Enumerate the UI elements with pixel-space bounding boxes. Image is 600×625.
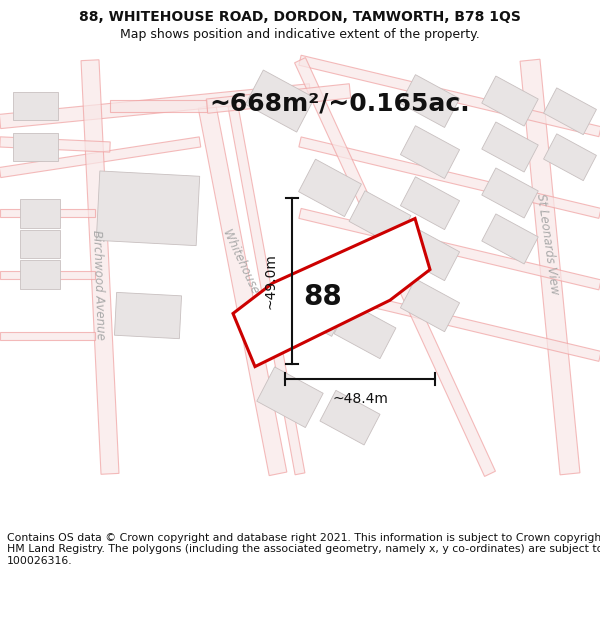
Polygon shape [400,74,460,128]
Polygon shape [198,104,287,476]
Text: Whitehouse Road: Whitehouse Road [220,227,276,326]
Polygon shape [299,208,600,290]
Text: ~49.0m: ~49.0m [263,253,277,309]
Polygon shape [0,332,95,340]
Polygon shape [400,279,460,332]
Polygon shape [257,367,323,428]
Polygon shape [482,76,538,126]
Polygon shape [482,122,538,172]
Polygon shape [13,92,58,121]
Polygon shape [544,88,596,135]
Polygon shape [20,230,60,258]
Text: Birchwood Avenue: Birchwood Avenue [89,230,106,340]
Polygon shape [245,70,314,132]
Polygon shape [400,228,460,281]
Polygon shape [334,303,396,359]
Text: Map shows position and indicative extent of the property.: Map shows position and indicative extent… [120,28,480,41]
Polygon shape [482,168,538,218]
Text: 88, WHITEHOUSE ROAD, DORDON, TAMWORTH, B78 1QS: 88, WHITEHOUSE ROAD, DORDON, TAMWORTH, B… [79,10,521,24]
Polygon shape [400,126,460,179]
Polygon shape [320,391,380,445]
Polygon shape [299,280,600,361]
Polygon shape [400,177,460,229]
Polygon shape [0,271,95,279]
Polygon shape [228,105,305,475]
Polygon shape [482,214,538,264]
Polygon shape [0,209,95,217]
Polygon shape [299,159,361,217]
Polygon shape [110,100,207,112]
Text: 88: 88 [303,283,342,311]
Text: St Leonards View: St Leonards View [535,192,562,296]
Polygon shape [520,59,580,475]
Polygon shape [299,55,600,137]
Polygon shape [280,274,350,336]
Polygon shape [0,137,201,178]
Polygon shape [295,58,496,476]
Polygon shape [299,137,600,218]
Polygon shape [0,137,110,152]
Polygon shape [20,199,60,228]
Polygon shape [0,84,311,129]
Polygon shape [81,60,119,474]
Polygon shape [13,132,58,161]
Polygon shape [96,171,200,246]
Polygon shape [349,191,411,246]
Polygon shape [20,261,60,289]
Polygon shape [544,134,596,181]
Text: Contains OS data © Crown copyright and database right 2021. This information is : Contains OS data © Crown copyright and d… [7,533,600,566]
Text: ~668m²/~0.165ac.: ~668m²/~0.165ac. [209,91,470,115]
Text: ~48.4m: ~48.4m [332,392,388,406]
Polygon shape [206,84,351,113]
Polygon shape [115,292,182,339]
Polygon shape [233,219,430,367]
